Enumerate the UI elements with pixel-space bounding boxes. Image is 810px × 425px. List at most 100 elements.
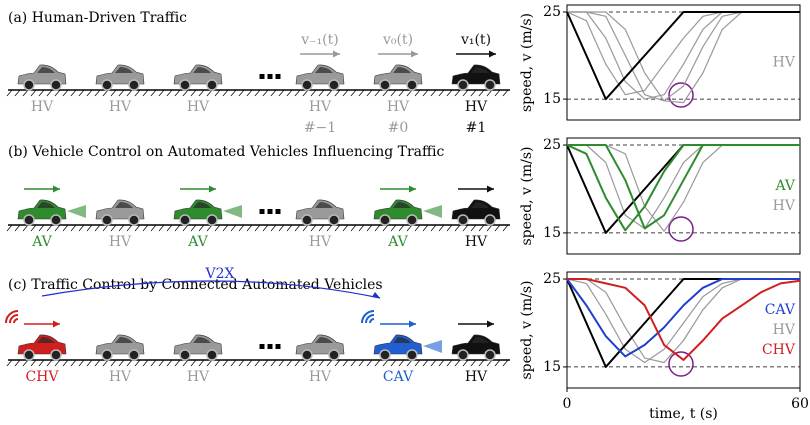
road-hatch [63, 90, 68, 96]
car-wheel [129, 350, 139, 360]
car [18, 335, 66, 360]
arrow-head [333, 51, 340, 58]
arrow-head [411, 51, 418, 58]
road-hatch [263, 225, 268, 231]
road-hatch [487, 360, 492, 366]
car [96, 335, 144, 360]
road-hatch [7, 360, 12, 366]
road-hatch [471, 225, 476, 231]
road-hatch [95, 360, 100, 366]
road-hatch [455, 360, 460, 366]
road-hatch [335, 225, 340, 231]
arrow-head [53, 186, 60, 193]
car-wheel [407, 215, 417, 225]
car-label: AV [31, 234, 52, 250]
velocity-label: v₀(t) [382, 32, 413, 48]
car-label: HV [309, 234, 332, 250]
road-hatch [391, 90, 396, 96]
road-hatch [407, 225, 412, 231]
car-wheel [380, 80, 390, 90]
road-hatch [279, 360, 284, 366]
road-hatch [175, 360, 180, 366]
car-label: HV [109, 369, 132, 385]
road-hatch [215, 360, 220, 366]
road-hatch [103, 360, 108, 366]
car-label: HV [187, 99, 210, 115]
road-hatch [111, 225, 116, 231]
car-label: HV [465, 99, 488, 115]
road-hatch [503, 225, 508, 231]
road-hatch [71, 90, 76, 96]
road-hatch [63, 225, 68, 231]
road-hatch [463, 360, 468, 366]
road-hatch [447, 360, 452, 366]
x-axis-title: time, t (s) [649, 406, 718, 422]
road-hatch [295, 225, 300, 231]
road-hatch [431, 90, 436, 96]
road-hatch [279, 225, 284, 231]
plot-frame [567, 138, 800, 254]
road-hatch [103, 225, 108, 231]
ellipsis-dot [260, 74, 265, 79]
car [18, 65, 66, 90]
road-hatch [167, 225, 172, 231]
legend-entry: CAV [765, 302, 796, 318]
panel-title: (c) Traffic Control by Connected Automat… [8, 277, 383, 293]
sensor-cone [67, 205, 86, 218]
road-hatch [463, 90, 468, 96]
road-hatch [31, 360, 36, 366]
arrow-head [53, 321, 60, 328]
road-hatch [383, 225, 388, 231]
sensor-cone [223, 205, 242, 218]
car-wheel [485, 350, 495, 360]
car [96, 65, 144, 90]
road-hatch [383, 360, 388, 366]
road-hatch [239, 225, 244, 231]
road-hatch [343, 360, 348, 366]
ellipsis-dot [260, 209, 265, 214]
road-hatch [423, 90, 428, 96]
road-hatch [191, 90, 196, 96]
road-hatch [303, 360, 308, 366]
car-label: HV [31, 99, 54, 115]
road-hatch [351, 90, 356, 96]
road-hatch [247, 225, 252, 231]
car-wheel [458, 215, 468, 225]
road-hatch [271, 90, 276, 96]
road-hatch [119, 90, 124, 96]
road-hatch [319, 90, 324, 96]
road-hatch [215, 225, 220, 231]
car-wheel [407, 350, 417, 360]
road-hatch [207, 90, 212, 96]
road-hatch [191, 360, 196, 366]
road-hatch [319, 360, 324, 366]
road-hatch [47, 360, 52, 366]
road-hatch [375, 225, 380, 231]
road-hatch [335, 90, 340, 96]
x-tick-label: 0 [563, 396, 572, 412]
car-wheel [129, 215, 139, 225]
road-hatch [479, 90, 484, 96]
y-axis-title: speed, v (m/s) [519, 280, 535, 379]
road-hatch [127, 225, 132, 231]
road-hatch [287, 360, 292, 366]
road-hatch [31, 90, 36, 96]
road-hatch [311, 90, 316, 96]
road-hatch [199, 225, 204, 231]
road-hatch [23, 360, 28, 366]
car-wheel [407, 80, 417, 90]
road-hatch [151, 360, 156, 366]
road-hatch [263, 90, 268, 96]
road-hatch [135, 225, 140, 231]
road-hatch [23, 90, 28, 96]
car-label: HV [465, 234, 488, 250]
road-hatch [87, 225, 92, 231]
road-hatch [255, 360, 260, 366]
car-label: AV [387, 234, 408, 250]
ellipsis-dot [276, 344, 281, 349]
road-hatch [151, 225, 156, 231]
car-wheel [24, 80, 34, 90]
road-hatch [271, 225, 276, 231]
road-hatch [55, 225, 60, 231]
arrow-head [487, 186, 494, 193]
